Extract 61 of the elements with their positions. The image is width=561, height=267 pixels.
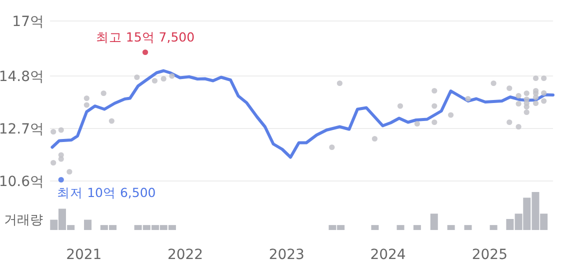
y-tick-label: 14.8억: [0, 69, 44, 85]
bar: [396, 225, 404, 230]
point: [524, 104, 530, 110]
point: [490, 80, 496, 86]
bar: [447, 225, 455, 230]
bar: [413, 225, 421, 230]
line-series: [50, 69, 554, 159]
annotation: 최저 10억 6,500: [57, 184, 156, 200]
point: [50, 128, 56, 135]
y-tick-label: 17억: [12, 14, 44, 30]
point: [516, 124, 522, 130]
point: [506, 119, 512, 126]
x-tick-label: 2023: [268, 247, 304, 263]
bar: [84, 220, 92, 230]
point: [541, 90, 547, 96]
y-tick-label: 12.7억: [0, 122, 44, 138]
x-tick-label: 2022: [167, 247, 204, 263]
point: [448, 112, 454, 118]
point: [58, 156, 64, 162]
point: [524, 109, 530, 116]
point: [516, 92, 522, 99]
y-tick-label: 10.6억: [0, 174, 44, 190]
point: [432, 119, 438, 126]
annotation: 최고 15억 7,500: [96, 29, 195, 44]
point: [336, 80, 342, 86]
point: [397, 103, 404, 109]
point: [329, 144, 335, 150]
x-tick-label: 2024: [370, 247, 406, 263]
point: [169, 73, 175, 79]
point: [432, 103, 438, 109]
point: [50, 160, 56, 166]
bar: [490, 225, 498, 230]
point: [506, 85, 512, 92]
bar: [430, 214, 438, 230]
point: [84, 95, 90, 102]
point: [532, 94, 539, 100]
point: [524, 90, 530, 96]
point: [541, 98, 547, 104]
x-tick-label: 2021: [66, 247, 102, 263]
point: [160, 76, 166, 82]
point: [541, 75, 547, 82]
point: [414, 120, 420, 127]
y-axis-title: 거래량: [4, 213, 43, 228]
point: [66, 168, 72, 175]
point: [84, 102, 90, 108]
point: [58, 176, 64, 183]
point: [372, 136, 378, 142]
point: [58, 127, 64, 133]
point: [532, 75, 539, 82]
bar: [464, 225, 472, 230]
point: [134, 74, 140, 80]
point: [532, 100, 539, 106]
point: [516, 100, 522, 107]
point: [432, 88, 438, 94]
point: [152, 78, 158, 84]
point: [465, 96, 471, 102]
point: [142, 49, 148, 56]
x-tick-label: 2025: [472, 247, 508, 263]
bar: [371, 225, 379, 230]
point: [108, 118, 114, 124]
point: [100, 90, 106, 96]
